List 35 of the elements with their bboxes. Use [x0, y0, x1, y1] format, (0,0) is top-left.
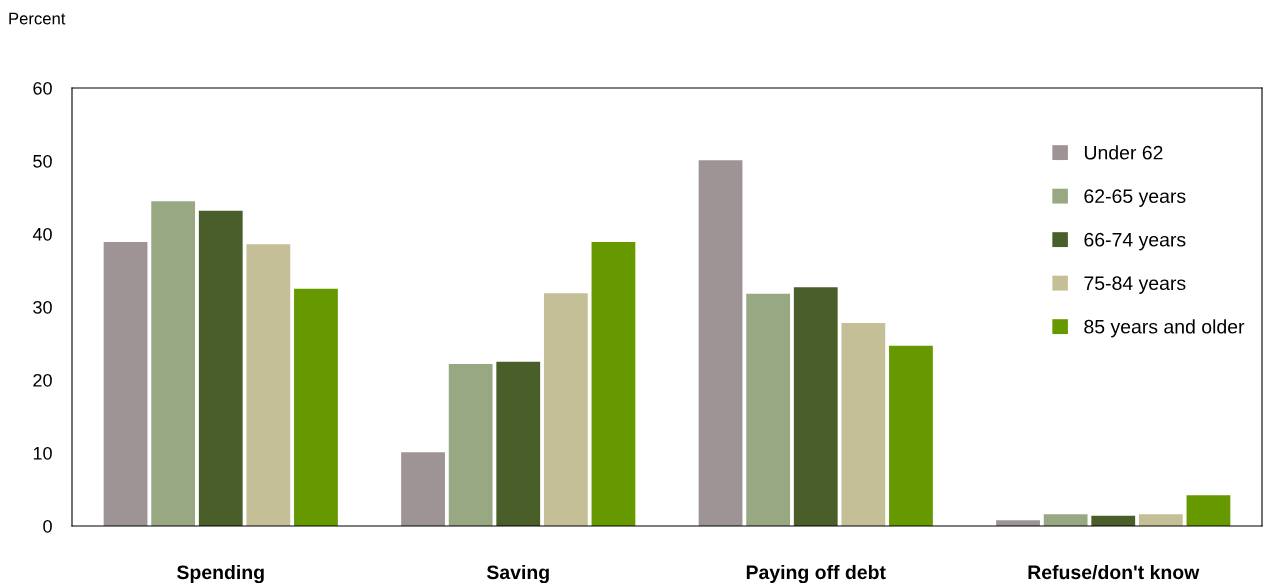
x-tick-label: Paying off debt — [746, 564, 886, 583]
bar — [746, 293, 791, 526]
y-tick-label: 40 — [32, 227, 52, 241]
y-tick-label: 10 — [33, 446, 52, 460]
bar — [1138, 514, 1183, 526]
bar — [1186, 495, 1231, 526]
y-tick-label: 60 — [33, 81, 52, 95]
bar — [841, 323, 886, 526]
legend-label: 62-65 years — [1084, 189, 1186, 207]
legend-label: 75-84 years — [1084, 276, 1186, 294]
legend-label: 85 years and older — [1084, 319, 1245, 338]
bar — [151, 201, 196, 526]
bar — [698, 160, 743, 526]
y-tick-label: 30 — [33, 300, 52, 314]
y-tick-label: 20 — [33, 373, 52, 387]
x-tick-label: Spending — [177, 564, 264, 583]
y-tick-label: 50 — [33, 154, 52, 168]
legend-label: Under 62 — [1084, 145, 1163, 160]
x-tick-label: Refuse/don't know — [1028, 564, 1200, 580]
bar — [793, 287, 838, 526]
y-tick-label: 0 — [43, 519, 52, 533]
bar — [246, 244, 291, 526]
y-axis-title: Percent — [9, 12, 66, 25]
bar — [294, 288, 338, 526]
legend-label: 66-74 years — [1084, 232, 1186, 251]
x-tick-label: Saving — [486, 564, 549, 583]
bar — [889, 345, 933, 526]
bar — [543, 293, 588, 526]
bar — [103, 242, 148, 526]
bar — [448, 363, 493, 526]
bar — [496, 361, 541, 526]
bar — [1043, 514, 1088, 526]
bar — [401, 452, 445, 526]
bar — [591, 242, 636, 526]
bar — [198, 210, 243, 526]
